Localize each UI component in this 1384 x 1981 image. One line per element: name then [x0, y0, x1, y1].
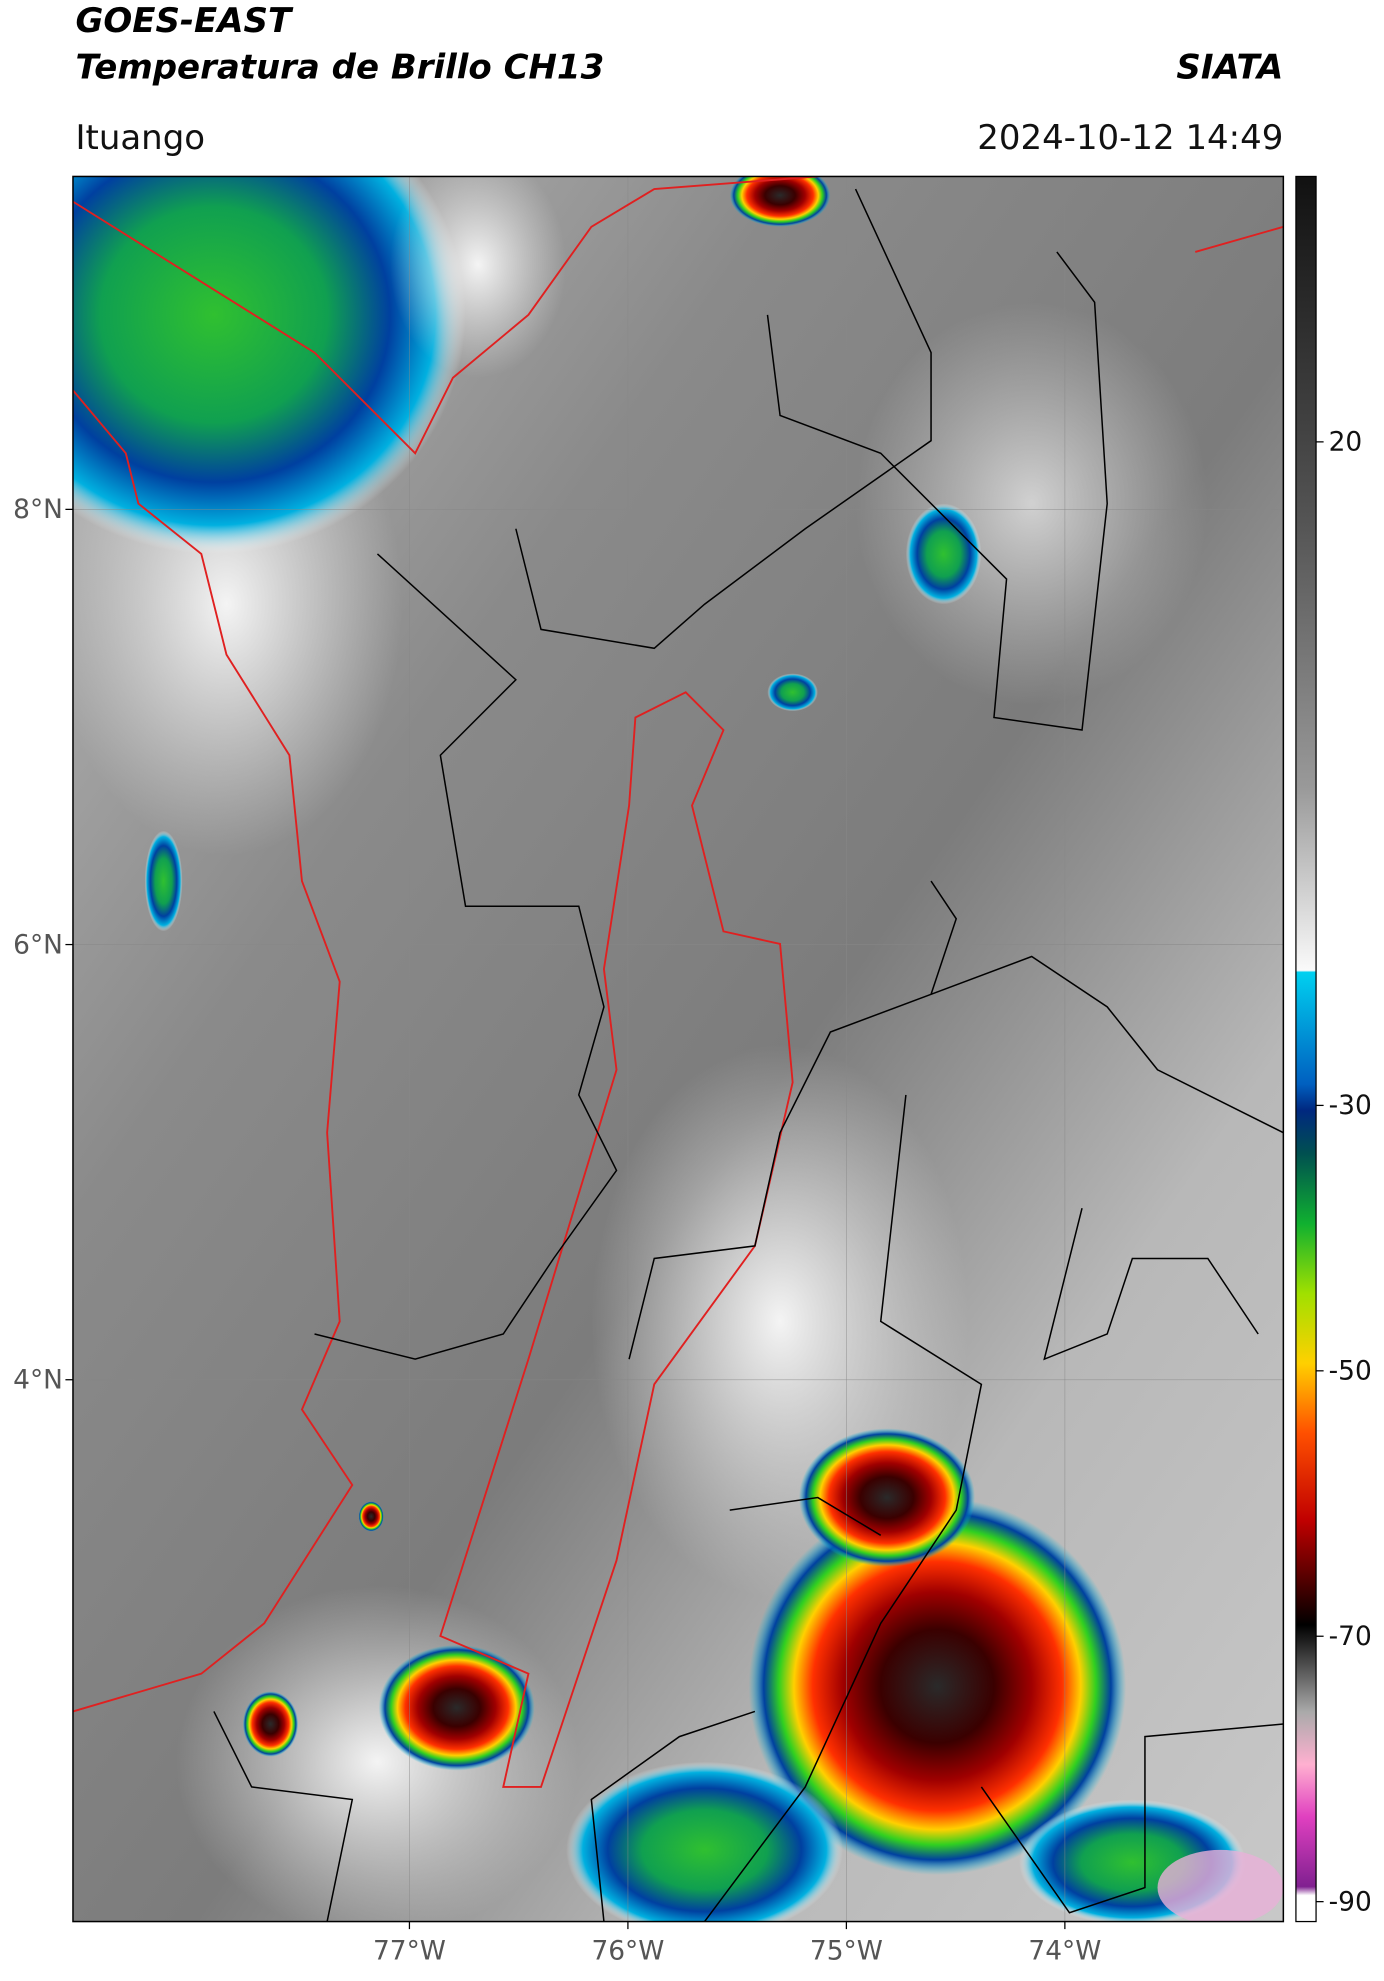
- y-tick-label: 4°N: [13, 1365, 63, 1396]
- x-tick-label: 77°W: [373, 1935, 446, 1966]
- location: Ituango: [75, 118, 205, 158]
- datetime: 2024-10-12 14:49: [977, 118, 1283, 158]
- colorbar-tick-label: -70: [1329, 1621, 1372, 1652]
- colorbar-tick-label: -50: [1329, 1356, 1372, 1387]
- y-tick-label: 8°N: [13, 494, 63, 525]
- colorbar-tick-label: 20: [1329, 427, 1363, 458]
- x-tick-label: 76°W: [591, 1935, 664, 1966]
- product-title: Temperatura de Brillo CH13: [75, 47, 604, 87]
- x-tick-label: 74°W: [1028, 1935, 1101, 1966]
- x-tick-label: 75°W: [810, 1935, 883, 1966]
- coastline: [72, 389, 354, 1713]
- satellite-image: [72, 176, 1284, 1922]
- colorbar: [1295, 175, 1317, 1923]
- colorbar-tick-label: -30: [1329, 1090, 1372, 1121]
- map-frame: [72, 175, 1285, 1923]
- political-borders: [213, 188, 1284, 1922]
- colorbar-tick-label: -90: [1329, 1886, 1372, 1917]
- department-border: [439, 691, 794, 1788]
- y-tick-label: 6°N: [13, 929, 63, 960]
- agency: SIATA: [1176, 47, 1283, 87]
- satellite-title: GOES-EAST: [75, 1, 293, 41]
- coastline-north: [72, 176, 1284, 455]
